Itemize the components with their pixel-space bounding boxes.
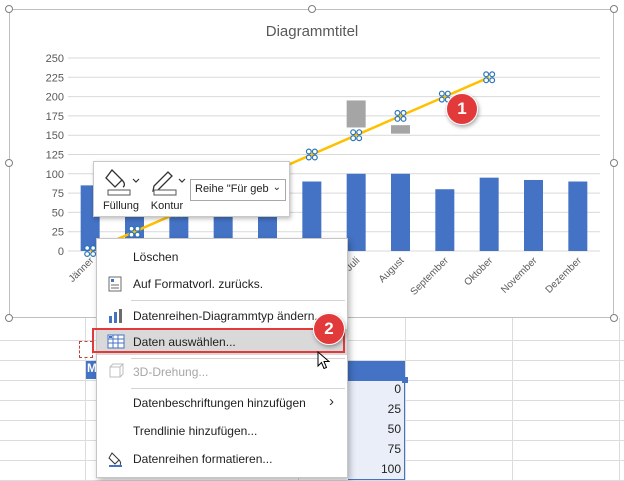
- x-tick-label: August: [377, 255, 407, 285]
- y-tick-label: 200: [46, 92, 64, 104]
- table-resize-handle[interactable]: [402, 377, 408, 383]
- chart-plot[interactable]: Diagrammtitel 0 25 50 75 100 125 150 175 200 225 25…: [10, 10, 615, 319]
- point-marker[interactable]: [305, 148, 318, 161]
- table-cell[interactable]: 75: [387, 442, 401, 456]
- bar: [302, 181, 322, 251]
- table-header-band: [348, 361, 405, 380]
- step-badge-1: 1: [446, 93, 478, 125]
- chart-resize-handle[interactable]: [610, 314, 618, 322]
- chart-title: Diagrammtitel: [266, 23, 359, 40]
- chart-resize-handle[interactable]: [5, 5, 13, 13]
- table-cell[interactable]: 25: [387, 402, 401, 416]
- rotate-3d-icon: [109, 363, 125, 378]
- chart-type-icon: [109, 309, 122, 323]
- step-badge-2: 2: [313, 313, 345, 345]
- stack-segment: [346, 100, 366, 128]
- table-cell[interactable]: 50: [387, 422, 401, 436]
- table-cell[interactable]: 0: [394, 382, 401, 396]
- context-menu: Löschen Auf Formatvorl. zurücks. Datenre…: [96, 238, 348, 478]
- table-header-cell: M: [86, 361, 99, 379]
- paint-bucket-icon: [105, 169, 140, 196]
- y-tick-label: 25: [52, 227, 64, 239]
- menu-item-add-trendline[interactable]: Trendlinie hinzufügen...: [97, 418, 347, 444]
- table-selection-outline: [348, 380, 405, 480]
- bar: [346, 173, 366, 251]
- outline-label: Kontur: [150, 200, 184, 212]
- menu-item-add-data-labels[interactable]: Datenbeschriftungen hinzufügen ›: [97, 390, 347, 416]
- menu-item-label: Datenbeschriftungen hinzufügen: [133, 396, 306, 410]
- menu-item-3d-rotation: 3D-Drehung...: [97, 359, 347, 385]
- bar: [435, 189, 455, 251]
- menu-item-select-data[interactable]: Daten auswählen...: [97, 329, 347, 355]
- y-tick-label: 0: [58, 246, 64, 258]
- y-tick-label: 75: [52, 188, 64, 200]
- menu-item-label: Datenreihen-Diagrammtyp ändern...: [133, 309, 325, 323]
- point-marker[interactable]: [84, 245, 97, 258]
- menu-item-label: 3D-Drehung...: [133, 365, 209, 379]
- highlight-box: [92, 328, 345, 353]
- fill-label: Füllung: [102, 200, 140, 212]
- x-tick-label: November: [499, 255, 540, 296]
- table-cell[interactable]: 100: [380, 462, 401, 476]
- point-marker[interactable]: [128, 225, 141, 238]
- menu-item-format-series[interactable]: Datenreihen formatieren...: [97, 446, 347, 472]
- chart-resize-handle[interactable]: [610, 159, 618, 167]
- menu-item-label: Daten auswählen...: [133, 335, 236, 349]
- bar: [391, 173, 410, 251]
- menu-separator: [131, 388, 345, 389]
- fill-button[interactable]: Füllung: [98, 166, 144, 214]
- menu-separator: [131, 358, 345, 359]
- menu-item-label: Datenreihen formatieren...: [133, 452, 273, 466]
- format-series-icon: [108, 452, 122, 467]
- y-tick-label: 175: [46, 111, 64, 123]
- menu-separator: [131, 300, 345, 301]
- point-marker[interactable]: [394, 109, 407, 122]
- chart-resize-handle[interactable]: [5, 159, 13, 167]
- submenu-arrow-icon: ›: [329, 393, 334, 410]
- mini-toolbar: Füllung Kontur Reihe "Für geb ⌄: [93, 161, 290, 217]
- y-tick-label: 150: [46, 130, 64, 142]
- series-select[interactable]: Reihe "Für geb ⌄: [190, 179, 286, 201]
- pen-icon: [152, 171, 186, 196]
- chart-resize-handle[interactable]: [5, 314, 13, 322]
- chart-resize-handle[interactable]: [308, 5, 316, 13]
- x-tick-label: September: [409, 255, 452, 298]
- menu-item-label: Löschen: [133, 250, 179, 264]
- bar: [479, 177, 499, 251]
- outline-button[interactable]: Kontur: [144, 166, 190, 214]
- chart-resize-handle[interactable]: [610, 5, 618, 13]
- x-tick-label: Oktober: [462, 255, 495, 288]
- mouse-cursor-icon: [317, 351, 331, 370]
- series-select-value: Reihe "Für geb: [195, 183, 269, 195]
- table-header-label: M: [87, 361, 97, 375]
- menu-item-delete[interactable]: Löschen: [97, 244, 347, 270]
- menu-item-reset-style[interactable]: Auf Formatvorl. zurücks.: [97, 271, 347, 297]
- x-tick-label: Dezember: [544, 255, 585, 296]
- y-tick-label: 225: [46, 72, 64, 84]
- stack-segment: [391, 125, 410, 134]
- x-tick-label: Jänner: [67, 255, 97, 285]
- select-data-icon: [107, 334, 125, 349]
- y-tick-label: 50: [52, 207, 64, 219]
- bar: [524, 179, 543, 251]
- menu-item-change-chart-type[interactable]: Datenreihen-Diagrammtyp ändern...: [97, 303, 347, 329]
- menu-item-label: Trendlinie hinzufügen...: [133, 424, 258, 438]
- selected-cell-fragment: [79, 341, 93, 358]
- y-tick-label: 125: [46, 150, 64, 162]
- menu-item-label: Auf Formatvorl. zurücks.: [133, 277, 264, 291]
- y-tick-label: 100: [46, 169, 64, 181]
- y-tick-label: 250: [46, 53, 64, 65]
- chevron-down-icon: ⌄: [272, 182, 281, 193]
- reset-style-icon: [108, 276, 122, 292]
- point-marker[interactable]: [350, 129, 363, 142]
- point-marker[interactable]: [483, 71, 496, 84]
- bar: [568, 181, 588, 251]
